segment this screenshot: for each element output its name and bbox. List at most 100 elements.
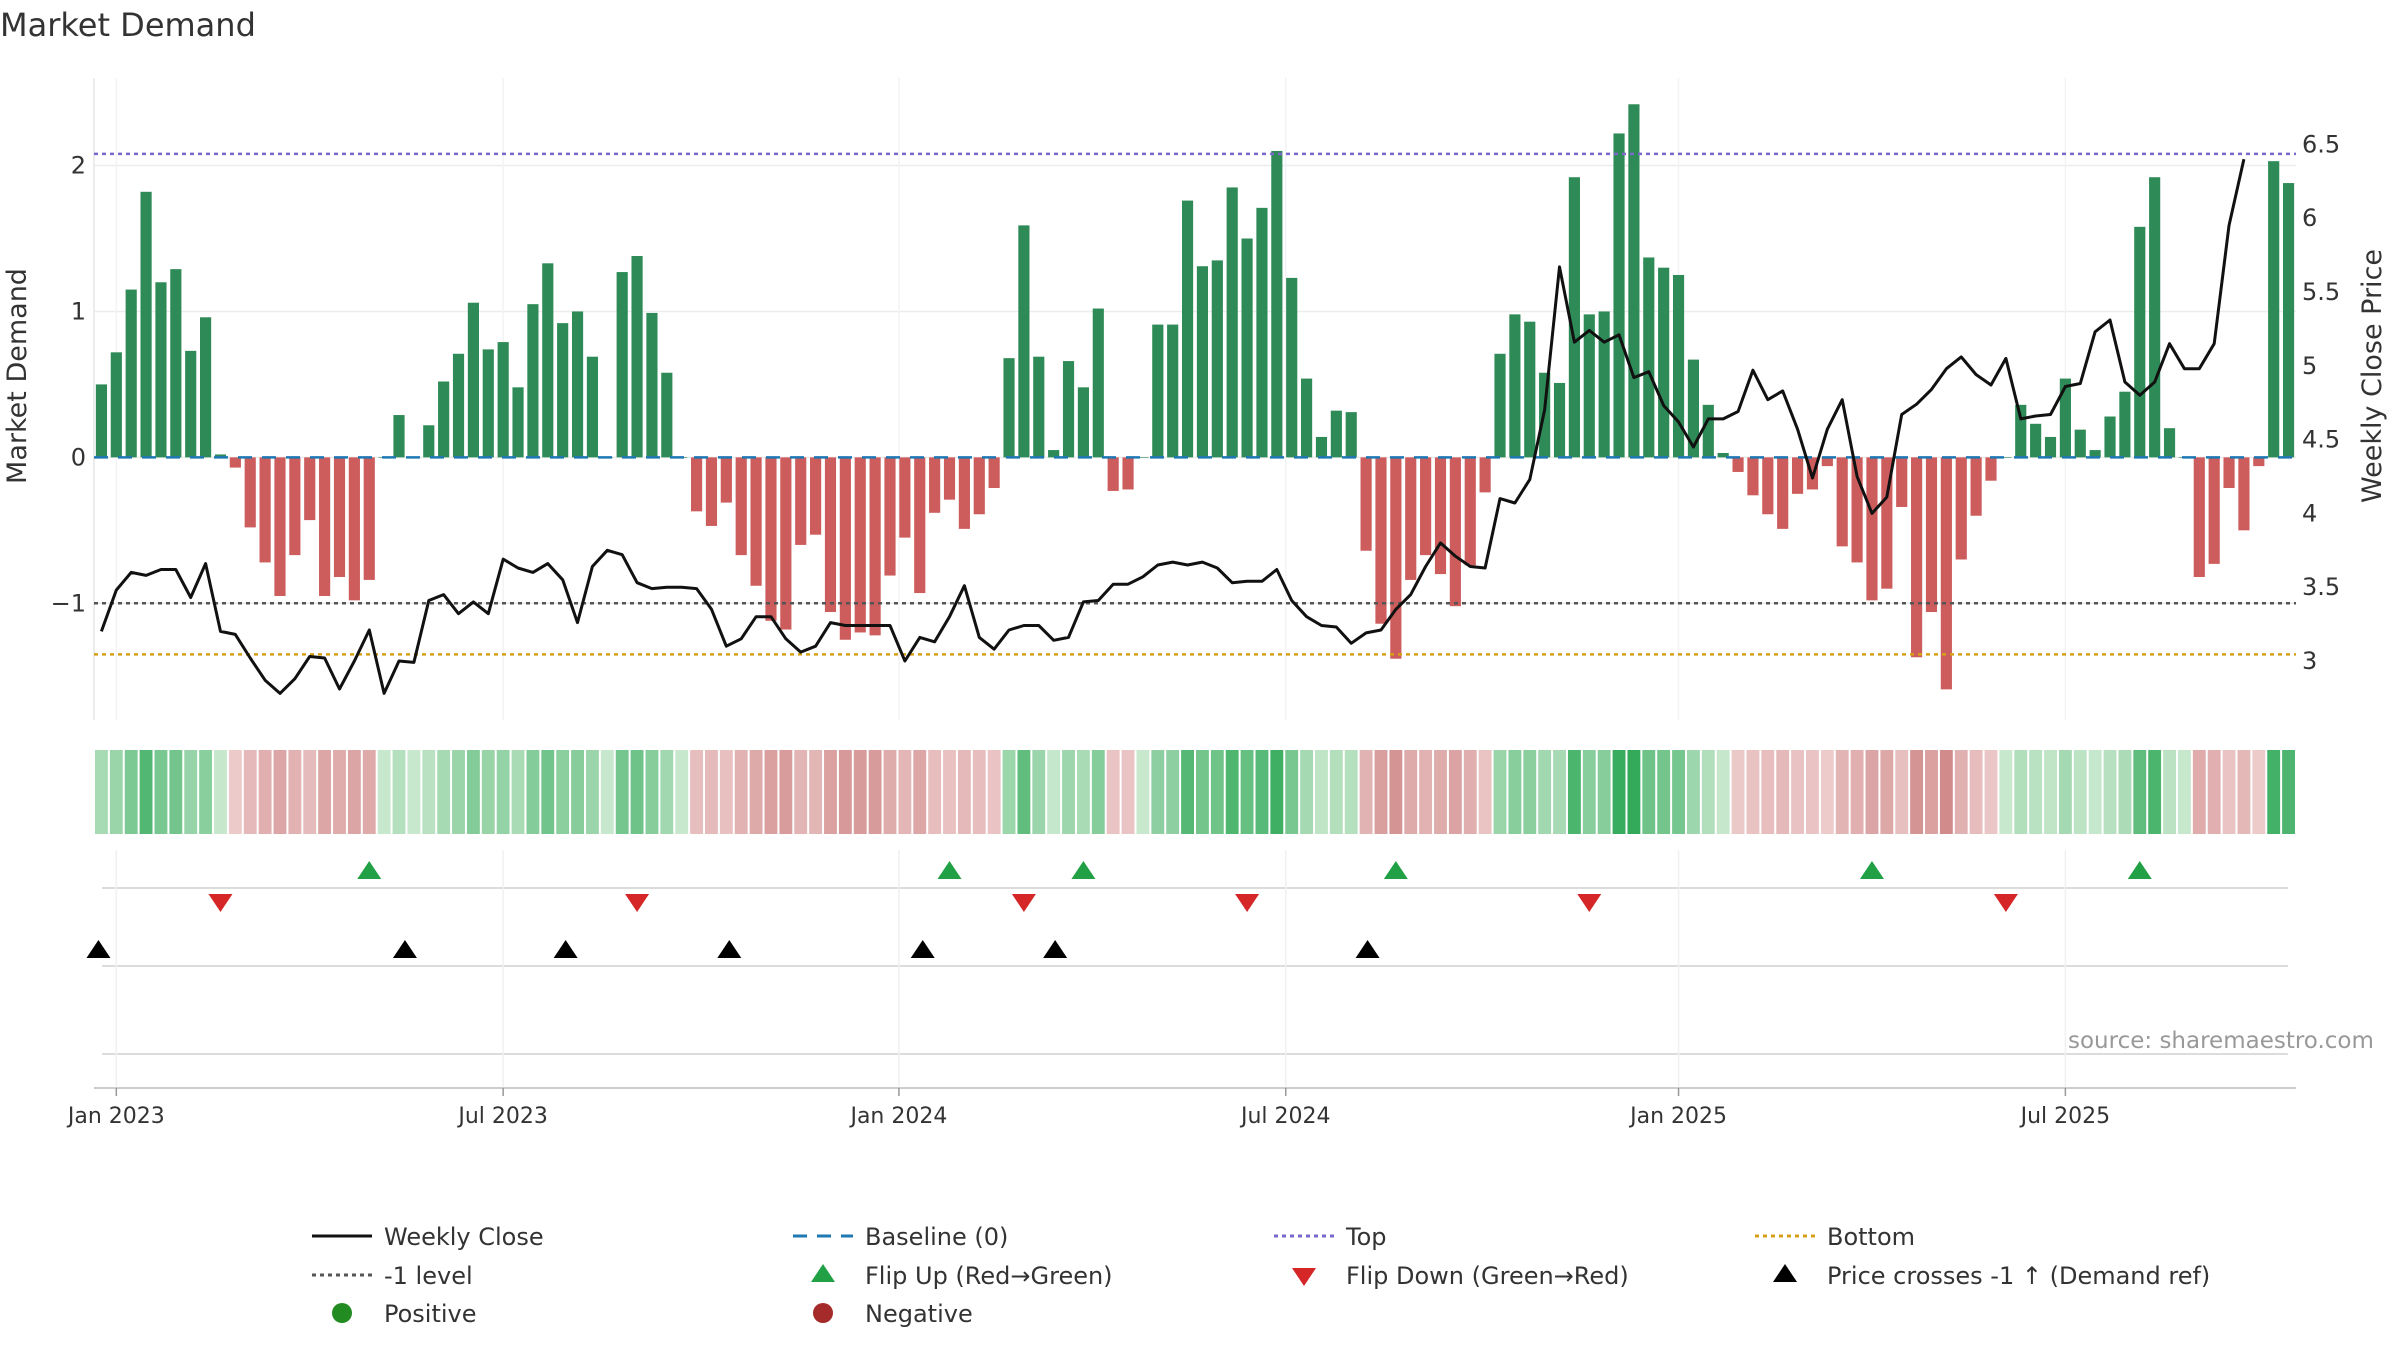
demand-bar bbox=[2104, 416, 2116, 458]
demand-bar bbox=[363, 457, 375, 580]
heat-cell bbox=[1047, 750, 1061, 834]
heat-cell bbox=[1761, 750, 1775, 834]
demand-bar bbox=[1702, 404, 1714, 458]
demand-bar bbox=[943, 457, 956, 500]
heat-cell bbox=[214, 750, 227, 834]
demand-bar bbox=[393, 415, 405, 458]
demand-bar bbox=[616, 272, 628, 458]
heat-cell bbox=[868, 750, 882, 834]
legend: Weekly Close Baseline (0) Top Bottom -1 … bbox=[312, 1223, 2210, 1328]
flip-down-marker bbox=[208, 894, 233, 912]
demand-bar bbox=[438, 381, 450, 458]
demand-bar bbox=[690, 457, 703, 512]
flip-down-marker bbox=[1577, 894, 1602, 912]
demand-bar bbox=[884, 457, 896, 576]
demand-bar bbox=[155, 282, 167, 458]
demand-bar bbox=[2030, 423, 2042, 458]
demand-bar bbox=[2238, 457, 2250, 531]
demand-bar bbox=[958, 457, 970, 529]
heat-cell bbox=[1791, 750, 1805, 834]
heat-cell bbox=[645, 750, 659, 834]
demand-bar bbox=[557, 323, 569, 458]
heat-cell bbox=[1686, 750, 1700, 834]
heat-cell bbox=[333, 750, 346, 834]
legend-bottom: Bottom bbox=[1827, 1223, 1915, 1251]
demand-bar bbox=[586, 356, 599, 458]
heat-cell bbox=[1389, 750, 1403, 834]
heat-cell bbox=[139, 750, 153, 834]
demand-bar bbox=[1851, 457, 1863, 563]
heat-cell bbox=[2267, 750, 2281, 834]
heat-cell bbox=[1910, 750, 1924, 834]
legend-price-cross-swatch bbox=[1773, 1264, 1797, 1282]
heat-cell bbox=[496, 750, 510, 834]
heat-cell bbox=[1567, 750, 1581, 834]
demand-bar bbox=[1821, 457, 1833, 467]
demand-bar bbox=[1256, 207, 1268, 458]
legend-flip-down-swatch bbox=[1292, 1268, 1316, 1286]
heat-cell bbox=[2237, 750, 2251, 834]
price-cross-marker bbox=[553, 940, 578, 958]
left-tick-label: 1 bbox=[71, 297, 86, 325]
heat-cell bbox=[1553, 750, 1566, 834]
demand-bar bbox=[1836, 457, 1848, 547]
heat-cell bbox=[1925, 750, 1938, 834]
demand-bar bbox=[229, 457, 241, 468]
demand-bar bbox=[1048, 450, 1060, 458]
heat-cell bbox=[585, 750, 599, 834]
heat-cell bbox=[1091, 750, 1105, 834]
flip-down-marker bbox=[1993, 894, 2018, 912]
heat-cell bbox=[95, 750, 108, 834]
price-cross-marker bbox=[1043, 940, 1068, 958]
heat-cell bbox=[1404, 750, 1418, 834]
heat-cell bbox=[749, 750, 763, 834]
demand-bar bbox=[1896, 457, 1908, 507]
heat-cell bbox=[690, 750, 704, 834]
heat-cell bbox=[1820, 750, 1834, 834]
heat-cell bbox=[1255, 750, 1269, 834]
demand-bar bbox=[1390, 457, 1402, 659]
heat-cell bbox=[347, 750, 361, 834]
source-credit: source: sharemaestro.com bbox=[2068, 1028, 2374, 1054]
demand-bar bbox=[780, 457, 792, 630]
heat-cell bbox=[898, 750, 912, 834]
legend-flip-up: Flip Up (Red→Green) bbox=[865, 1262, 1113, 1290]
flip-up-marker bbox=[1071, 861, 1096, 879]
right-tick-label: 5.5 bbox=[2302, 278, 2340, 306]
demand-bar bbox=[1509, 314, 1521, 458]
heat-cell bbox=[1196, 750, 1209, 834]
demand-bar bbox=[274, 457, 286, 596]
demand-bar bbox=[1018, 225, 1030, 458]
demand-bar bbox=[512, 387, 524, 458]
heat-cell bbox=[1062, 750, 1075, 834]
heat-cell bbox=[972, 750, 986, 834]
heat-cell bbox=[987, 750, 1001, 834]
heat-cell bbox=[1017, 750, 1031, 834]
demand-bar bbox=[1672, 274, 1685, 458]
demand-bar bbox=[869, 457, 881, 636]
heat-cell bbox=[1419, 750, 1433, 834]
heat-cell bbox=[1939, 750, 1953, 834]
right-axis-label: Weekly Close Price bbox=[2357, 249, 2388, 503]
left-tick-label: 0 bbox=[71, 443, 86, 471]
heat-cell bbox=[1374, 750, 1388, 834]
heat-cell bbox=[258, 750, 272, 834]
demand-bar bbox=[1866, 457, 1878, 601]
demand-bar bbox=[1940, 457, 1952, 690]
demand-bar bbox=[1985, 457, 1997, 481]
demand-bar bbox=[348, 457, 360, 601]
weekly-close-line bbox=[99, 158, 2246, 695]
heat-cell bbox=[1999, 750, 2013, 834]
demand-bar bbox=[2074, 429, 2086, 458]
demand-bar bbox=[929, 457, 941, 513]
demand-bar bbox=[2282, 183, 2295, 458]
demand-bar bbox=[542, 263, 554, 458]
heat-cell bbox=[1954, 750, 1968, 834]
flip-up-marker bbox=[357, 861, 382, 879]
price-cross-marker bbox=[717, 940, 742, 958]
demand-bar bbox=[1405, 457, 1417, 580]
heat-cell bbox=[2029, 750, 2043, 834]
right-tick-label: 4 bbox=[2302, 499, 2317, 527]
heat-cell bbox=[556, 750, 570, 834]
